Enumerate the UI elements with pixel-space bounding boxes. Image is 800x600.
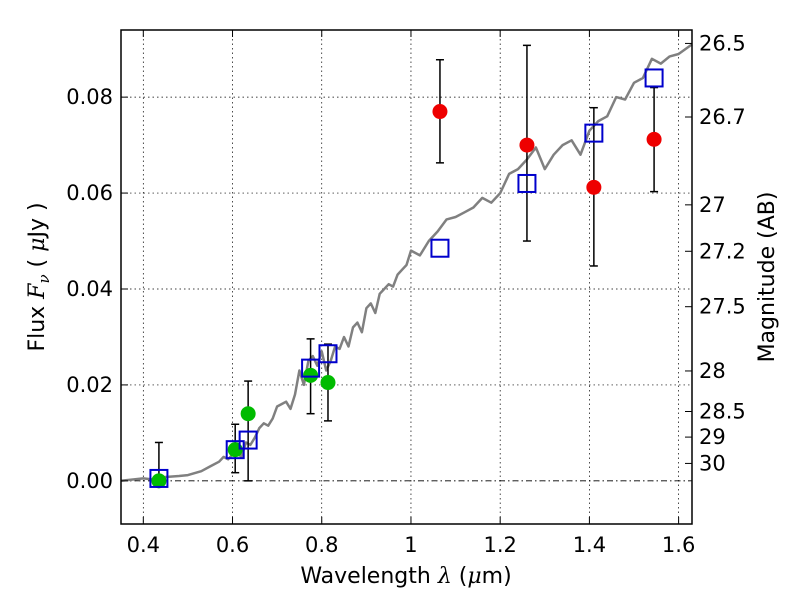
optical-point (303, 367, 319, 383)
y-tick-label: 0.02 (66, 373, 113, 397)
model-photometry-square (225, 440, 245, 460)
optical-point (240, 406, 256, 422)
model-photometry-square (430, 238, 450, 258)
y2-tick-label: 27 (699, 193, 726, 217)
grid-lines (121, 30, 692, 524)
model-photometry-square (318, 344, 338, 364)
x-tick-label: 1.4 (573, 533, 606, 557)
model-photometry-square (301, 358, 321, 378)
y-tick-label: 0.00 (66, 469, 113, 493)
model-photometry-square (584, 123, 604, 143)
x-tick-label: 0.8 (305, 533, 338, 557)
nir-point (432, 104, 448, 120)
x-tick-label: 1.6 (662, 533, 695, 557)
y2-tick-label: 29 (699, 425, 726, 449)
model-photometry-square (517, 173, 537, 193)
y2-tick-label: 26.7 (699, 105, 746, 129)
plot-frame (120, 29, 693, 525)
y2-tick-label: 30 (699, 451, 726, 475)
y2-tick-label: 28.5 (699, 400, 746, 424)
model-spectrum (120, 43, 693, 483)
axis-ticks: 0.4 0.6 0.8 1 1.2 1.4 1.6 0.00 0.02 0.04 0.06 0.08 2… (66, 30, 746, 557)
optical-point (320, 375, 336, 391)
model-spectrum-line (120, 43, 693, 483)
y2-axis-label: Magnitude (AB) (755, 192, 780, 363)
y-tick-label: 0.04 (66, 277, 113, 301)
nir-point (646, 131, 662, 147)
model-photometry-square (238, 430, 258, 450)
optical-point (151, 473, 167, 489)
nir-point (519, 137, 535, 153)
x-axis-label: Wavelength λ (μm) (300, 564, 511, 589)
observed-points (151, 104, 662, 489)
model-photometry-square (149, 468, 169, 488)
x-tick-label: 1.2 (483, 533, 516, 557)
y2-tick-label: 26.5 (699, 31, 746, 55)
y-tick-label: 0.08 (66, 85, 113, 109)
y2-tick-label: 27.2 (699, 239, 746, 263)
x-tick-label: 0.4 (127, 533, 160, 557)
y-tick-label: 0.06 (66, 181, 113, 205)
y2-tick-label: 27.5 (699, 295, 746, 319)
model-photometry-points (149, 68, 664, 488)
nir-point (586, 179, 602, 195)
model-photometry-square (644, 68, 664, 88)
y-axis-label: Flux Fν ( μJy ) (25, 202, 53, 351)
x-tick-label: 0.6 (216, 533, 249, 557)
x-tick-label: 1 (404, 533, 417, 557)
y2-tick-label: 28 (699, 359, 726, 383)
